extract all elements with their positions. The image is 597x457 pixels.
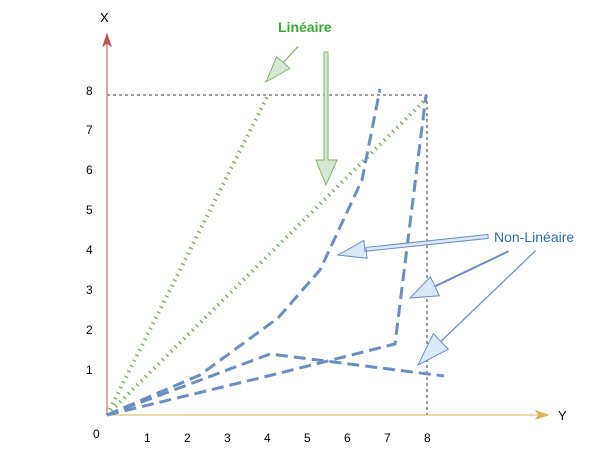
- lineaire-callout-arrow: [315, 51, 338, 187]
- x-tick-label: 3: [224, 431, 231, 445]
- y-tick-label: 2: [86, 323, 93, 337]
- non-lineaire-callout-arrow: [408, 250, 510, 299]
- y-tick-label: 5: [86, 203, 93, 217]
- horizontal-axis: [107, 410, 550, 420]
- x-tick-label: 4: [264, 431, 271, 445]
- vertical-axis: [102, 32, 112, 415]
- lineaire-callout-arrow: [264, 46, 299, 84]
- non-lineaire-callout-arrow: [416, 250, 536, 367]
- nonlinear-curve-rise-and-fall: [106, 352, 445, 417]
- nonlinear-curve-exponential: [106, 88, 382, 417]
- x-tick-label: 7: [384, 431, 391, 445]
- horizontal-axis-title: Y: [558, 408, 567, 423]
- non-lineaire-label: Non-Linéaire: [494, 229, 574, 245]
- lineaire-label: Linéaire: [278, 19, 332, 35]
- origin-label: 0: [93, 427, 100, 441]
- x-tick-label: 8: [424, 431, 431, 445]
- non-lineaire-callout-arrow: [336, 233, 489, 259]
- y-tick-label: 3: [86, 283, 93, 297]
- nonlinear-curve-late-rise: [106, 94, 428, 417]
- x-tick-label: 6: [344, 431, 351, 445]
- y-tick-label: 8: [86, 84, 93, 98]
- x-tick-label: 5: [304, 431, 311, 445]
- x-tick-label: 2: [184, 431, 191, 445]
- vertical-axis-title: X: [100, 10, 109, 25]
- y-tick-label: 4: [86, 243, 93, 257]
- y-tick-label: 7: [86, 123, 93, 137]
- y-tick-label: 6: [86, 163, 93, 177]
- linear-curve-diagonal: [105, 98, 427, 417]
- x-tick-label: 1: [144, 431, 151, 445]
- linear-curve-steep: [105, 94, 270, 416]
- y-tick-label: 1: [86, 363, 93, 377]
